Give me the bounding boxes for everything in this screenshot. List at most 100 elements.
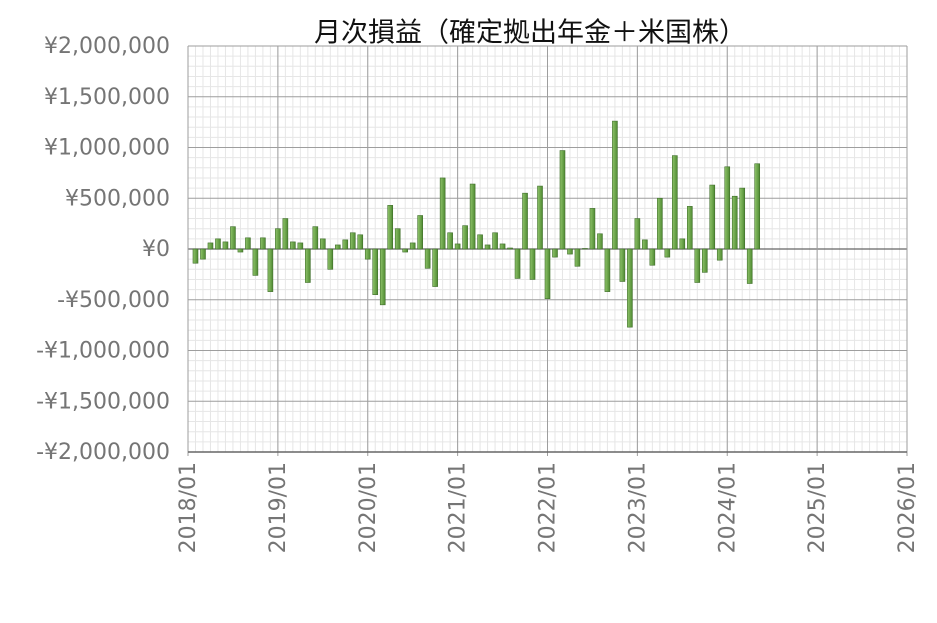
bar (522, 192, 528, 250)
x-tick-label: 2020/01 (356, 462, 381, 553)
bar (701, 248, 708, 273)
bar (649, 248, 656, 266)
bar (627, 248, 633, 328)
bar (312, 226, 319, 250)
x-tick-label: 2026/01 (895, 462, 920, 553)
y-tick-label: ¥1,000,000 (44, 136, 170, 161)
bar (230, 226, 236, 250)
bar (327, 248, 334, 270)
bar (716, 248, 723, 261)
bar (372, 248, 379, 295)
bar (731, 195, 738, 250)
bar (290, 241, 296, 250)
bar (567, 248, 573, 255)
bar (267, 248, 274, 292)
bar (739, 187, 746, 250)
bar (454, 243, 461, 250)
y-tick-label: ¥2,000,000 (44, 34, 170, 59)
bar (664, 248, 671, 258)
bar (439, 177, 446, 250)
bar (694, 248, 701, 283)
bar (642, 239, 648, 250)
bar (409, 242, 416, 250)
bar (275, 228, 281, 250)
bar (574, 248, 581, 267)
bar (544, 248, 551, 300)
x-tick-label: 2024/01 (715, 462, 740, 553)
bar (349, 232, 356, 250)
bar (245, 237, 251, 250)
bar (282, 218, 289, 250)
bar (424, 248, 431, 269)
y-tick-label: -¥1,500,000 (36, 389, 170, 414)
bar (477, 234, 483, 250)
bar (657, 197, 663, 250)
bar (260, 237, 266, 250)
x-tick-label: 2022/01 (536, 462, 561, 553)
bar (597, 233, 603, 250)
y-tick-label: ¥0 (142, 237, 170, 262)
x-tick-label: 2021/01 (446, 462, 471, 553)
bar (492, 232, 498, 250)
bar (237, 248, 244, 253)
y-tick-label: ¥500,000 (65, 186, 170, 211)
bar (754, 163, 761, 250)
bar (507, 247, 513, 250)
bar (402, 248, 408, 253)
y-tick-label: -¥500,000 (57, 288, 170, 313)
bar (462, 225, 468, 250)
bar (469, 183, 476, 250)
bar (192, 248, 199, 264)
y-tick-label: -¥2,000,000 (36, 440, 170, 465)
bar (379, 248, 386, 306)
bar (619, 248, 626, 282)
bar (334, 244, 341, 250)
bar (432, 248, 438, 287)
bar (207, 242, 214, 250)
bar (687, 206, 693, 250)
bar (552, 248, 558, 258)
bar (589, 208, 596, 250)
bar (634, 218, 641, 250)
bar (724, 166, 731, 250)
x-tick-label: 2018/01 (176, 462, 201, 553)
y-tick-label: -¥1,000,000 (36, 339, 170, 364)
bar (364, 248, 371, 260)
bar (417, 215, 423, 250)
bar (499, 243, 506, 250)
bar (252, 248, 259, 276)
bar (305, 248, 311, 283)
bar (679, 238, 686, 250)
bar (357, 234, 364, 250)
y-tick-label: ¥1,500,000 (44, 85, 170, 110)
x-tick-label: 2025/01 (805, 462, 830, 553)
bar (297, 242, 304, 250)
x-tick-label: 2019/01 (266, 462, 291, 553)
bar (746, 248, 753, 284)
bar (320, 238, 326, 250)
bar (709, 184, 716, 250)
bar (447, 232, 453, 250)
bar (514, 248, 521, 279)
bars (192, 120, 761, 328)
bar (342, 239, 349, 250)
bar (612, 120, 618, 250)
bar (559, 150, 566, 250)
bar (537, 185, 543, 250)
major-grid (187, 45, 908, 456)
bar (200, 248, 206, 260)
bar (387, 205, 394, 250)
x-tick-label: 2023/01 (625, 462, 650, 553)
bar (529, 248, 536, 280)
bar (215, 238, 221, 250)
bar (394, 228, 401, 250)
bar (222, 241, 229, 250)
bar (604, 248, 611, 292)
chart-title: 月次損益（確定拠出年金＋米国株） (314, 18, 746, 49)
bar (582, 248, 588, 250)
labels: -¥2,000,000 -¥1,500,000 -¥1,000,000 -¥500,0… (36, 34, 920, 553)
bar (484, 244, 491, 250)
bar (672, 155, 678, 250)
